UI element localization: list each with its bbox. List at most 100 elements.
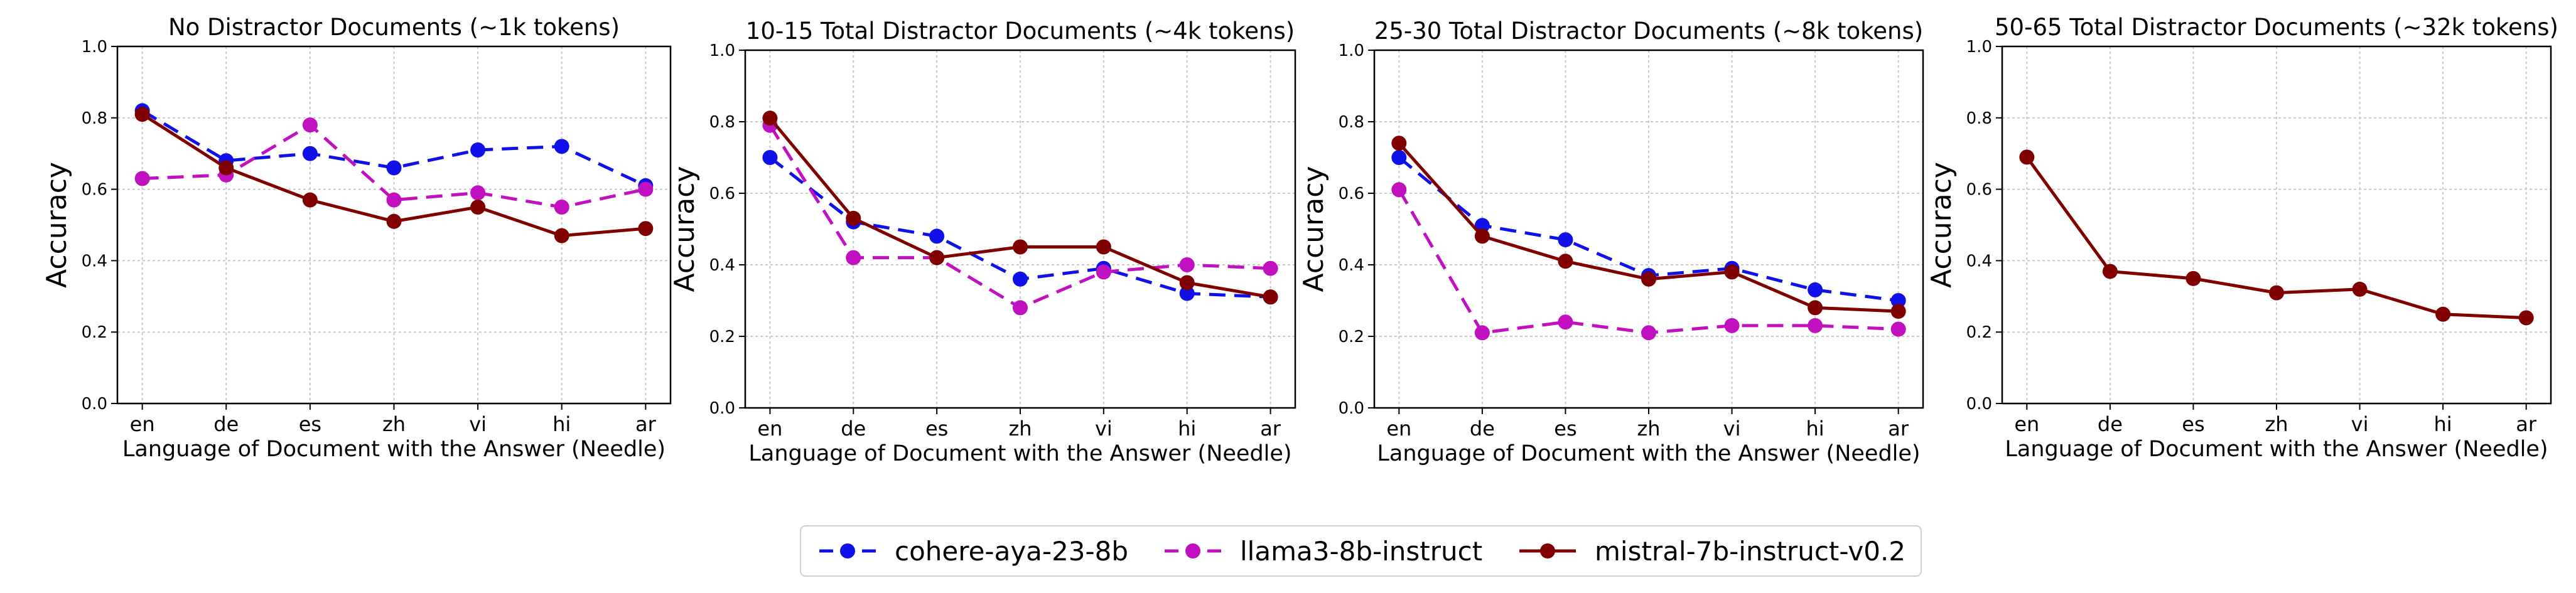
y-tick-label: 0.4 <box>1966 252 1992 270</box>
data-point-mistral-7b-instruct-v0.2-es <box>302 192 318 208</box>
data-point-mistral-7b-instruct-v0.2-ar <box>1263 289 1278 305</box>
data-point-cohere-aya-23-8b-hi <box>1179 286 1195 301</box>
y-tick-label: 0.8 <box>1339 113 1364 132</box>
y-tick-label: 0.8 <box>82 109 107 128</box>
x-tick-label: vi <box>2351 412 2369 436</box>
legend: cohere-aya-23-8b llama3-8b-instruct mistra… <box>800 525 1922 577</box>
data-point-mistral-7b-instruct-v0.2-ar <box>638 221 654 237</box>
data-point-mistral-7b-instruct-v0.2-zh <box>2269 285 2284 301</box>
data-point-cohere-aya-23-8b-es <box>1558 232 1573 248</box>
data-point-llama3-8b-instruct-en <box>134 171 150 186</box>
data-point-mistral-7b-instruct-v0.2-es <box>929 250 945 265</box>
x-tick-label: de <box>1470 417 1495 441</box>
x-tick-label: es <box>925 417 948 441</box>
y-tick-label: 0.4 <box>1339 256 1364 275</box>
y-tick-label: 0.8 <box>1966 109 1992 128</box>
chart-panel-2: 0.0 0.2 0.4 0.6 0.8 1.0 en de es zh vi hi ar 10-15 To… <box>669 18 1296 466</box>
y-tick-label: 0.8 <box>709 113 735 132</box>
data-point-llama3-8b-instruct-ar <box>1890 321 1906 337</box>
data-point-cohere-aya-23-8b-en <box>1391 150 1407 165</box>
x-tick-label: zh <box>2265 412 2288 436</box>
data-point-cohere-aya-23-8b-zh <box>386 160 402 176</box>
y-tick-label: 0.0 <box>1339 399 1364 418</box>
data-point-cohere-aya-23-8b-en <box>762 150 778 165</box>
data-point-mistral-7b-instruct-v0.2-en <box>134 107 150 122</box>
chart-title: 50-65 Total Distractor Documents (~32k t… <box>1995 14 2558 41</box>
y-tick-label: 0.6 <box>709 184 735 203</box>
data-point-mistral-7b-instruct-v0.2-hi <box>1808 300 1823 316</box>
y-tick-label: 1.0 <box>709 41 735 60</box>
data-point-mistral-7b-instruct-v0.2-es <box>2185 270 2201 286</box>
x-tick-label: en <box>1386 417 1411 441</box>
legend-marker-mistral-7b-instruct-v0.2 <box>1540 543 1555 558</box>
chart-title: 10-15 Total Distractor Documents (~4k to… <box>746 18 1295 45</box>
data-point-llama3-8b-instruct-zh <box>1013 300 1028 316</box>
data-point-llama3-8b-instruct-hi <box>554 200 569 215</box>
legend-label: mistral-7b-instruct-v0.2 <box>1595 536 1905 567</box>
data-point-mistral-7b-instruct-v0.2-hi <box>1179 275 1195 291</box>
x-tick-label: ar <box>1888 417 1909 441</box>
x-tick-label: vi <box>1095 417 1113 441</box>
data-point-llama3-8b-instruct-es <box>302 117 318 133</box>
data-point-mistral-7b-instruct-v0.2-vi <box>1724 264 1740 280</box>
data-point-mistral-7b-instruct-v0.2-es <box>1558 254 1573 269</box>
data-point-mistral-7b-instruct-v0.2-vi <box>2352 281 2368 297</box>
data-point-mistral-7b-instruct-v0.2-vi <box>1096 239 1111 255</box>
y-tick-label: 0.4 <box>82 252 107 270</box>
y-tick-label: 0.0 <box>82 395 107 414</box>
x-tick-label: hi <box>552 412 571 436</box>
x-tick-label: es <box>2182 412 2204 436</box>
x-tick-label: ar <box>635 412 657 436</box>
data-point-cohere-aya-23-8b-es <box>929 228 945 244</box>
data-point-mistral-7b-instruct-v0.2-en <box>2019 149 2035 165</box>
y-axis-label: Accuracy <box>41 162 73 288</box>
x-tick-label: de <box>841 417 866 441</box>
legend-marker-llama3-8b-instruct <box>1185 543 1200 558</box>
x-axis-label: Language of Document with the Answer (Ne… <box>2005 437 2548 462</box>
legend-label: cohere-aya-23-8b <box>895 536 1128 567</box>
y-tick-label: 0.6 <box>1339 184 1364 203</box>
y-tick-label: 0.2 <box>82 323 107 342</box>
x-tick-label: en <box>757 417 782 441</box>
x-axis-label: Language of Document with the Answer (Ne… <box>122 437 666 462</box>
x-tick-label: zh <box>382 412 406 436</box>
data-point-cohere-aya-23-8b-es <box>302 146 318 161</box>
data-point-llama3-8b-instruct-hi <box>1179 257 1195 272</box>
x-tick-label: ar <box>1260 417 1281 441</box>
data-point-mistral-7b-instruct-v0.2-zh <box>1641 271 1656 287</box>
data-point-llama3-8b-instruct-ar <box>638 181 654 197</box>
x-tick-label: en <box>2014 412 2039 436</box>
data-point-llama3-8b-instruct-ar <box>1263 260 1278 276</box>
data-point-cohere-aya-23-8b-zh <box>1013 271 1028 287</box>
plot-frame <box>744 49 1296 409</box>
x-tick-label: hi <box>1806 417 1824 441</box>
data-point-mistral-7b-instruct-v0.2-hi <box>554 228 569 243</box>
y-tick-label: 1.0 <box>1966 38 1992 56</box>
chart-panel-3: 0.0 0.2 0.4 0.6 0.8 1.0 en de es zh vi hi ar 25-30 To… <box>1298 18 1924 466</box>
y-tick-label: 0.2 <box>1339 328 1364 346</box>
data-point-llama3-8b-instruct-hi <box>1808 318 1823 333</box>
y-tick-label: 0.0 <box>1966 395 1992 414</box>
y-tick-label: 1.0 <box>1339 41 1364 60</box>
x-tick-label: es <box>299 412 321 436</box>
data-point-llama3-8b-instruct-zh <box>386 192 402 208</box>
data-point-llama3-8b-instruct-zh <box>1641 325 1656 341</box>
x-tick-label: zh <box>1008 417 1032 441</box>
y-tick-label: 0.6 <box>1966 181 1992 200</box>
y-axis-label: Accuracy <box>1298 166 1330 292</box>
data-point-mistral-7b-instruct-v0.2-en <box>762 110 778 126</box>
data-point-cohere-aya-23-8b-hi <box>1808 282 1823 297</box>
y-tick-label: 0.6 <box>82 181 107 200</box>
plot-frame <box>1373 49 1924 409</box>
x-tick-label: en <box>130 412 155 436</box>
x-tick-label: es <box>1554 417 1576 441</box>
y-tick-label: 0.4 <box>709 256 735 275</box>
chart-title: No Distractor Documents (~1k tokens) <box>168 14 620 41</box>
chart-title: 25-30 Total Distractor Documents (~8k to… <box>1374 18 1923 45</box>
data-point-llama3-8b-instruct-de <box>846 250 861 265</box>
x-tick-label: vi <box>469 412 487 436</box>
legend-marker-cohere-aya-23-8b <box>840 543 855 558</box>
data-point-mistral-7b-instruct-v0.2-de <box>2102 264 2118 279</box>
data-point-mistral-7b-instruct-v0.2-en <box>1391 136 1407 151</box>
data-point-cohere-aya-23-8b-hi <box>554 139 569 154</box>
